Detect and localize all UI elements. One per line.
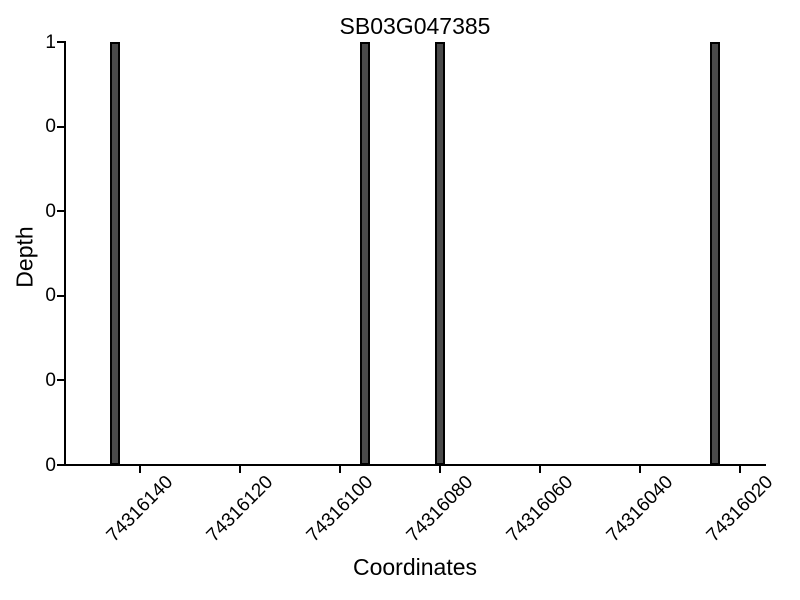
y-tick-label: 0 [45, 454, 56, 476]
x-tick-mark [239, 466, 241, 473]
y-tick-mark [57, 294, 64, 297]
depth-bar [360, 42, 370, 465]
y-tick-mark [57, 210, 64, 213]
y-tick-mark [57, 464, 64, 466]
x-axis-spine [64, 464, 766, 466]
chart-title: SB03G047385 [339, 13, 491, 39]
x-axis-label: Coordinates [352, 554, 478, 580]
y-tick-label: 0 [45, 285, 56, 307]
x-tick-label: 74316120 [202, 471, 278, 547]
x-tick-label: 74316140 [102, 471, 178, 547]
x-tick-mark [139, 466, 141, 473]
x-tick-mark [439, 466, 441, 473]
x-tick-mark [739, 466, 741, 473]
depth-bar [710, 42, 720, 465]
y-axis-label: Depth [11, 226, 38, 288]
x-tick-mark [639, 466, 641, 473]
x-tick-mark [339, 466, 341, 473]
x-tick-label: 74316040 [602, 471, 678, 547]
depth-bar [110, 42, 120, 465]
y-tick-label: 0 [45, 116, 56, 138]
depth-bar [435, 42, 445, 465]
x-tick-label: 74316100 [302, 471, 378, 547]
y-tick-label: 1 [45, 31, 56, 53]
x-tick-label: 74316060 [502, 471, 578, 547]
y-tick-label: 0 [45, 369, 56, 391]
y-tick-label: 0 [45, 200, 56, 222]
y-tick-mark [57, 41, 64, 43]
y-axis-spine [64, 41, 66, 466]
x-tick-label: 74316080 [402, 471, 478, 547]
plot-area [65, 42, 765, 465]
x-tick-label: 74316020 [702, 471, 778, 547]
y-tick-mark [57, 379, 64, 382]
y-tick-mark [57, 125, 64, 128]
x-tick-mark [539, 466, 541, 473]
